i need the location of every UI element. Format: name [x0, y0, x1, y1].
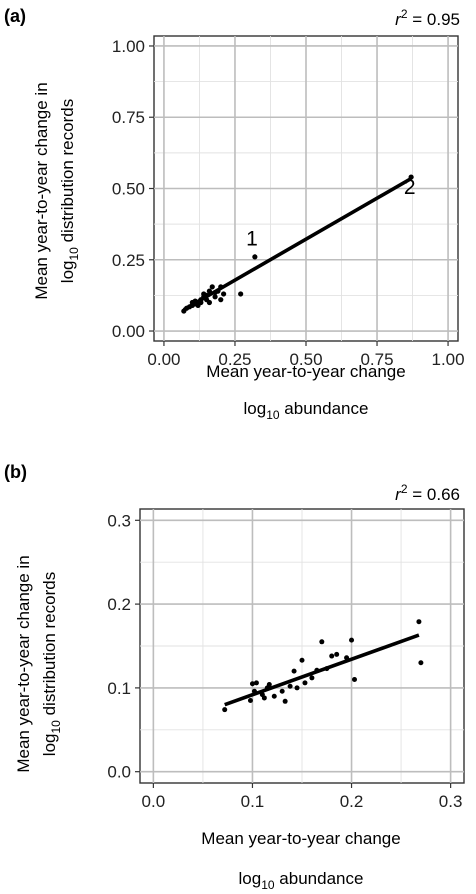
panel-a: (a) r2 = 0.95 Mean year-to-year change i…: [4, 6, 465, 422]
panel-b-data-point: [319, 639, 325, 645]
panel-b-xlabel-sub: 10: [261, 878, 275, 892]
panel-b-data-point: [416, 619, 422, 625]
panel-b-data-point: [294, 685, 300, 691]
panel-a-r-symbol: r: [395, 10, 402, 29]
panel-a-xlabel-line2: log10 abundance: [244, 399, 369, 422]
panel-b-r-exponent: 2: [401, 482, 408, 496]
panel-b-y-axis-title: Mean year-to-year change in log10 distri…: [14, 555, 63, 772]
panel-b-ylabel-rest: distribution records: [40, 572, 59, 720]
panel-b-data-point: [291, 668, 297, 674]
panel-b-data-point: [349, 637, 355, 643]
panel-a-y-tick-label: 1.00: [112, 37, 145, 56]
panel-a-x-tick-label: 0.75: [360, 350, 393, 369]
panel-a-r-exponent: 2: [401, 7, 408, 21]
panel-a-xlabel-line1: Mean year-to-year change: [206, 362, 405, 381]
panel-a-y-tick-label: 0.25: [112, 251, 145, 270]
panel-b-data-point: [334, 651, 340, 657]
panel-b-data-point: [309, 675, 315, 681]
panel-b-data-point: [266, 682, 272, 688]
panel-b-data-point: [302, 680, 308, 686]
panel-a-tag: (a): [4, 6, 26, 26]
panel-a-r-squared: r2 = 0.95: [395, 7, 460, 29]
panel-a-data-point: [238, 291, 244, 297]
panel-b-data-point: [247, 697, 253, 703]
panel-a-ylabel-line2: log10 distribution records: [58, 99, 81, 283]
panel-b-x-tick-label: 0.1: [241, 792, 265, 811]
panel-b-data-point: [287, 683, 293, 689]
panel-a-plot-area: 0.00 0.25 0.50 0.75 1.00 0.00 0.25 0.50 0.75 1.00…: [112, 35, 465, 369]
panel-a-data-point: [212, 294, 218, 300]
panel-a-xlabel-rest: abundance: [280, 399, 369, 418]
panel-b-xlabel-line1: Mean year-to-year change: [201, 829, 400, 848]
panel-a-data-point: [206, 299, 213, 306]
panel-a-point-annotation: 2: [404, 176, 416, 199]
panel-b-data-point: [299, 657, 305, 663]
panel-a-x-tick-label: 0.50: [289, 350, 322, 369]
panel-b-xlabel-log: log: [239, 869, 262, 888]
panel-a-y-axis-title: Mean year-to-year change in log10 distri…: [32, 82, 81, 299]
panel-a-y-tick-label: 0.50: [112, 180, 145, 199]
panel-a-xlabel-sub: 10: [266, 408, 280, 422]
panel-a-x-tick-label: 0.25: [218, 350, 251, 369]
panel-a-ylabel-line1: Mean year-to-year change in: [32, 82, 51, 299]
panel-b-tag: (b): [4, 462, 27, 482]
panel-b-ylabel-line2: log10 distribution records: [40, 572, 63, 756]
panel-a-regression-line: [182, 176, 413, 312]
panel-a-data-point: [221, 291, 227, 297]
panel-b-data-point: [253, 680, 259, 686]
panel-b-r-value: = 0.66: [408, 485, 460, 504]
panel-a-x-tick-label: 1.00: [432, 350, 465, 369]
panel-a-ylabel-sub: 10: [67, 247, 81, 261]
panel-b-r-symbol: r: [395, 485, 402, 504]
panel-b-ylabel-sub: 10: [49, 720, 63, 734]
panel-a-data-point: [209, 284, 215, 290]
panel-b-y-tick-label: 0.0: [107, 763, 131, 782]
panel-b-x-tick-label: 0.2: [340, 792, 364, 811]
panel-b-data-point: [279, 688, 285, 694]
panel-b-data-point: [282, 698, 288, 704]
panel-b-ylabel-log: log: [40, 734, 59, 757]
panel-b-x-tick-label: 0.3: [439, 792, 463, 811]
panel-b-x-tick-label: 0.0: [142, 792, 166, 811]
panel-b-y-tick-label: 0.1: [107, 679, 131, 698]
panel-a-y-tick-label: 0.00: [112, 322, 145, 341]
panel-b-data-point: [249, 681, 255, 687]
panel-b-y-tick-label: 0.2: [107, 595, 131, 614]
panel-b-regression-line: [224, 633, 420, 707]
panel-b-data-point: [418, 660, 424, 666]
panel-b-ylabel-line1: Mean year-to-year change in: [14, 555, 33, 772]
panel-b: (b) r2 = 0.66 Mean year-to-year change i…: [4, 462, 465, 892]
panel-a-xlabel-log: log: [244, 399, 267, 418]
panel-b-plot-area: 0.0 0.1 0.2 0.3 0.0 0.1 0.2 0.3: [107, 508, 465, 811]
panel-a-point-annotation: 1: [246, 228, 258, 251]
panel-b-data-point: [329, 653, 335, 659]
panel-b-data-point: [271, 693, 277, 699]
panel-a-data-point: [218, 297, 224, 303]
panel-b-xlabel-line2: log10 abundance: [239, 869, 364, 892]
panel-b-data-point: [352, 677, 358, 683]
panel-a-ylabel-log: log: [58, 261, 77, 284]
panel-a-data-point: [252, 254, 258, 260]
panel-a-y-tick-label: 0.75: [112, 108, 145, 127]
panel-b-xlabel-rest: abundance: [275, 869, 364, 888]
panel-b-data-point: [222, 707, 228, 713]
panel-b-data-point: [261, 695, 267, 701]
panel-a-r-value: = 0.95: [408, 10, 460, 29]
panel-b-r-squared: r2 = 0.66: [395, 482, 460, 504]
panel-a-ylabel-rest: distribution records: [58, 99, 77, 247]
panel-a-x-tick-label: 0.00: [147, 350, 180, 369]
panel-b-y-tick-label: 0.3: [107, 511, 131, 530]
